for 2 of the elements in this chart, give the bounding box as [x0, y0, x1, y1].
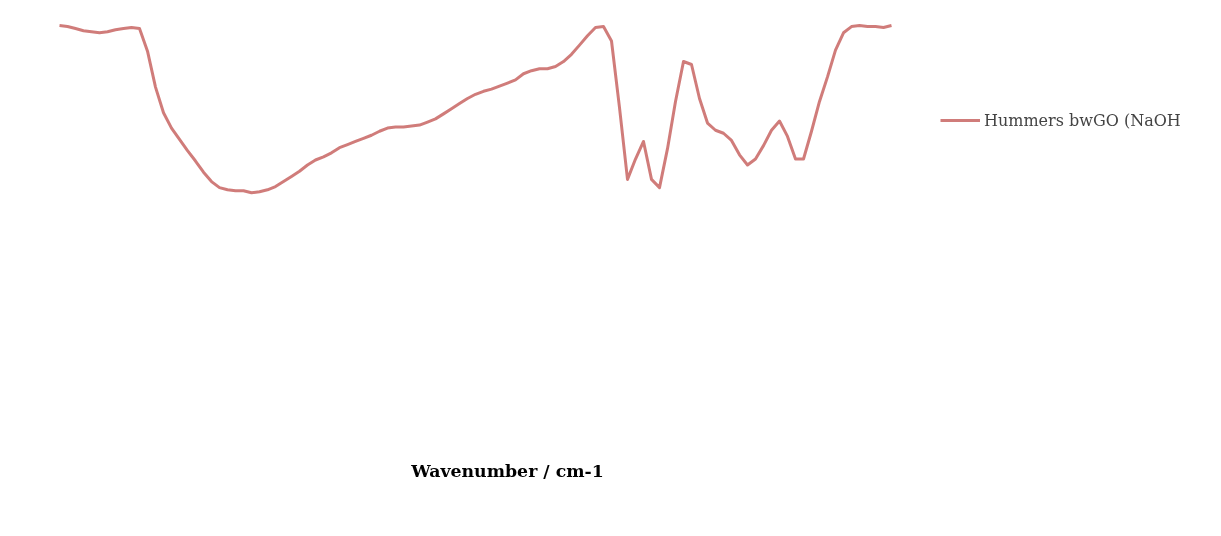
legend-label: Hummers bwGO (NaOH — [984, 110, 1181, 130]
text: Wavenumber / cm-1 — [410, 460, 604, 481]
